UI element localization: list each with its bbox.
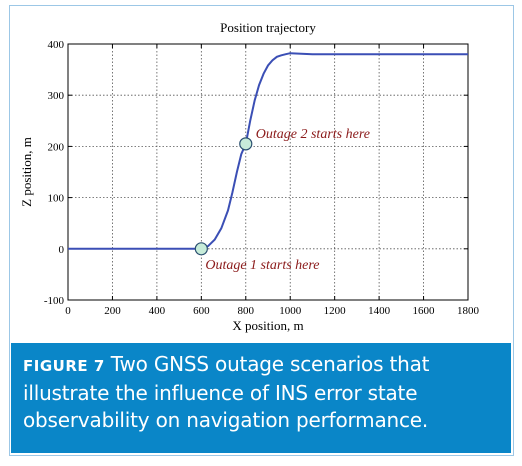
plot-border	[67, 43, 469, 301]
x-tick-label: 1600	[413, 305, 436, 317]
x-tick-label: 0	[65, 305, 71, 317]
x-tick-label: 1200	[324, 305, 347, 317]
outage-marker	[194, 242, 208, 256]
axis-ticks: 0 200 400 600 800 1000 1200 1400 1600 1800-100010…	[44, 39, 480, 317]
plot-area	[68, 44, 468, 300]
x-tick-label: 800	[238, 305, 255, 317]
x-tick-label: 200	[104, 305, 121, 317]
outage-annotation: Outage 1 starts here	[205, 258, 319, 273]
outage-annotation: Outage 2 starts here	[256, 127, 370, 142]
outage-marker	[239, 137, 253, 151]
x-axis-label: X position, m	[232, 318, 303, 333]
grid-lines	[68, 44, 468, 300]
y-tick-label: -100	[44, 295, 65, 307]
y-tick-label: 0	[59, 244, 65, 256]
caption-text: Two GNSS outage scenarios that illustrat…	[23, 352, 430, 432]
chart-title: Position trajectory	[220, 20, 316, 35]
x-tick-label: 1000	[279, 305, 302, 317]
x-tick-label: 1400	[368, 305, 391, 317]
y-tick-label: 100	[48, 193, 65, 205]
y-axis-label: Z position, m	[19, 137, 34, 207]
y-tick-label: 300	[48, 90, 65, 102]
outage-markers: Outage 1 starts here Outage 2 starts here	[194, 127, 370, 273]
y-tick-label: 400	[48, 39, 65, 51]
y-tick-label: 200	[48, 141, 65, 153]
x-tick-label: 400	[149, 305, 166, 317]
x-tick-label: 600	[193, 305, 210, 317]
figure-label: FIGURE 7	[23, 357, 105, 375]
figure-caption: FIGURE 7 Two GNSS outage scenarios that i…	[11, 343, 511, 453]
x-tick-label: 1800	[457, 305, 480, 317]
